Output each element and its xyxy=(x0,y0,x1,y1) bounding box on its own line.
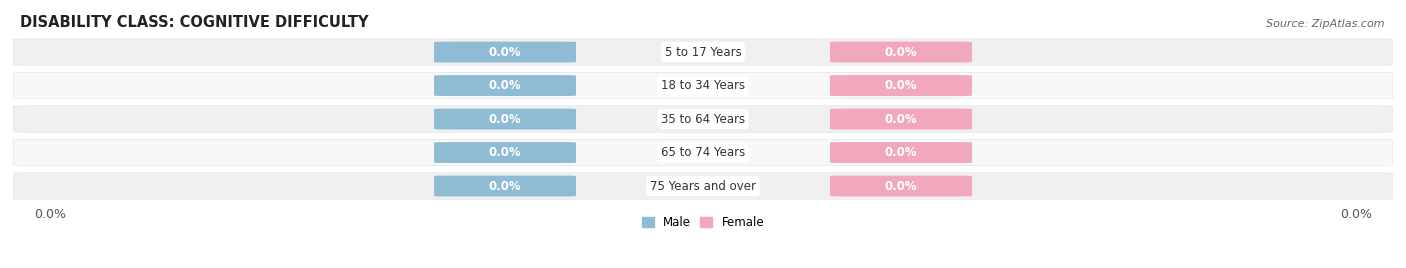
FancyBboxPatch shape xyxy=(830,75,972,96)
Legend: Male, Female: Male, Female xyxy=(637,211,769,234)
FancyBboxPatch shape xyxy=(830,109,972,129)
Text: 0.0%: 0.0% xyxy=(884,146,917,159)
Text: 0.0%: 0.0% xyxy=(884,180,917,192)
Text: 35 to 64 Years: 35 to 64 Years xyxy=(661,113,745,126)
FancyBboxPatch shape xyxy=(830,176,972,196)
Text: 0.0%: 0.0% xyxy=(884,79,917,92)
Text: 0.0%: 0.0% xyxy=(489,146,522,159)
FancyBboxPatch shape xyxy=(14,139,1392,166)
FancyBboxPatch shape xyxy=(14,39,1392,65)
Text: 0.0%: 0.0% xyxy=(34,208,66,221)
Text: 65 to 74 Years: 65 to 74 Years xyxy=(661,146,745,159)
Text: 0.0%: 0.0% xyxy=(489,180,522,192)
FancyBboxPatch shape xyxy=(14,106,1392,132)
Text: 75 Years and over: 75 Years and over xyxy=(650,180,756,192)
Text: 0.0%: 0.0% xyxy=(489,46,522,59)
FancyBboxPatch shape xyxy=(830,42,972,62)
FancyBboxPatch shape xyxy=(434,109,576,129)
FancyBboxPatch shape xyxy=(434,176,576,196)
Text: 18 to 34 Years: 18 to 34 Years xyxy=(661,79,745,92)
FancyBboxPatch shape xyxy=(434,142,576,163)
Text: Source: ZipAtlas.com: Source: ZipAtlas.com xyxy=(1267,19,1385,29)
FancyBboxPatch shape xyxy=(434,42,576,62)
Text: DISABILITY CLASS: COGNITIVE DIFFICULTY: DISABILITY CLASS: COGNITIVE DIFFICULTY xyxy=(21,15,368,30)
Text: 0.0%: 0.0% xyxy=(1340,208,1372,221)
Text: 0.0%: 0.0% xyxy=(884,113,917,126)
Text: 0.0%: 0.0% xyxy=(489,113,522,126)
FancyBboxPatch shape xyxy=(830,142,972,163)
Text: 5 to 17 Years: 5 to 17 Years xyxy=(665,46,741,59)
FancyBboxPatch shape xyxy=(14,72,1392,99)
Text: 0.0%: 0.0% xyxy=(884,46,917,59)
Text: 0.0%: 0.0% xyxy=(489,79,522,92)
FancyBboxPatch shape xyxy=(14,173,1392,199)
FancyBboxPatch shape xyxy=(434,75,576,96)
